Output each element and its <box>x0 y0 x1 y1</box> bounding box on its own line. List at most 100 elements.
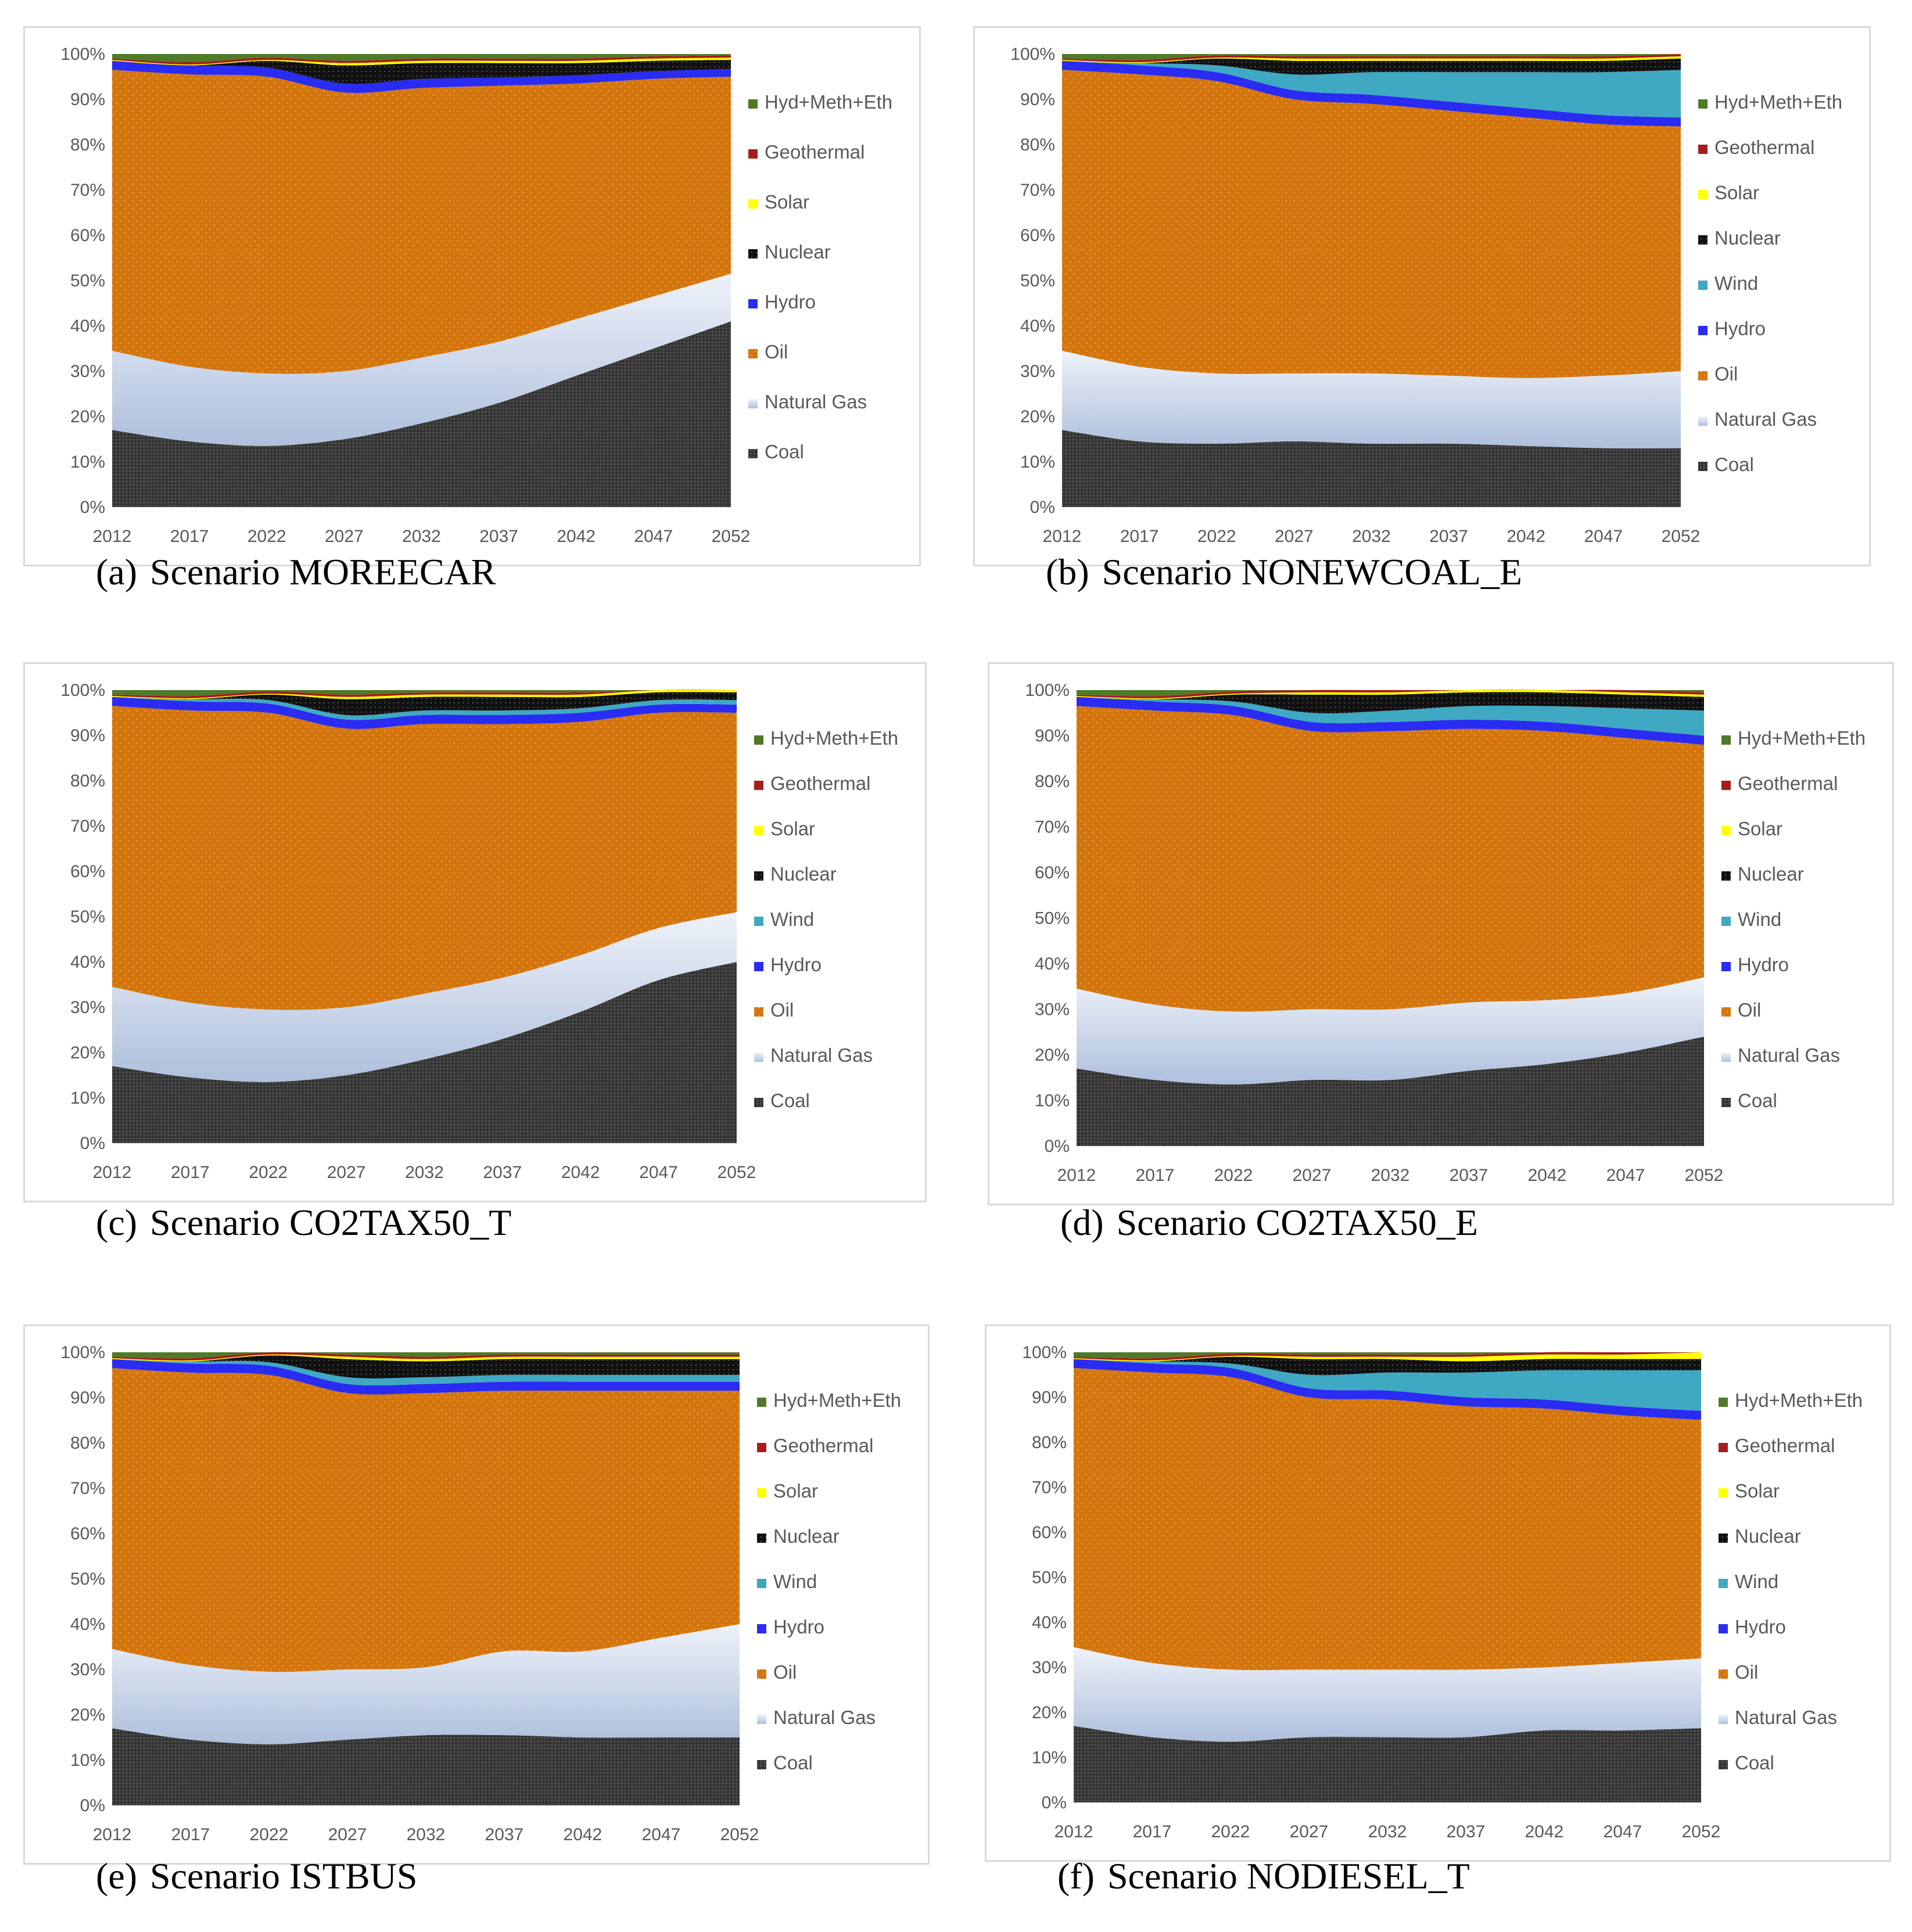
y-tick-label: 80% <box>70 1434 105 1453</box>
y-tick-label: 90% <box>1020 90 1055 109</box>
legend-label-wind: Wind <box>1714 272 1758 294</box>
area-hyd-meth-eth <box>1062 54 1681 60</box>
chart-frame: 0% 10% 20% 30% 40% 50% 60% 70% 80% 90% 100% 2012 201… <box>23 1324 930 1865</box>
y-tick-label: 60% <box>70 226 105 245</box>
x-tick-label: 2037 <box>479 527 518 546</box>
legend-label-geothermal: Geothermal <box>1738 773 1838 794</box>
legend-swatch-nuclear <box>1698 235 1707 245</box>
y-tick-label: 70% <box>70 181 105 200</box>
legend-label-natural-gas: Natural Gas <box>773 1707 876 1728</box>
legend-label-oil: Oil <box>1714 363 1738 385</box>
legend-label-geothermal: Geothermal <box>1735 1435 1835 1456</box>
area-coal <box>112 1728 740 1805</box>
x-tick-label: 2042 <box>557 527 596 546</box>
legend-label-nuclear: Nuclear <box>1714 227 1781 249</box>
area-wind <box>112 696 737 720</box>
area-hyd-meth-eth <box>112 54 731 63</box>
legend-swatch-solar <box>757 1488 766 1498</box>
y-tick-label: 40% <box>70 953 105 972</box>
legend-label-oil: Oil <box>1738 999 1761 1021</box>
x-tick-label: 2012 <box>93 1825 132 1844</box>
y-tick-label: 20% <box>1035 1046 1070 1065</box>
y-tick-label: 20% <box>70 1705 105 1725</box>
area-oil <box>1077 706 1704 1012</box>
x-tick-label: 2032 <box>402 527 441 546</box>
legend-label-nuclear: Nuclear <box>1735 1525 1801 1547</box>
y-tick-label: 70% <box>1020 181 1055 200</box>
x-tick-label: 2022 <box>1197 527 1236 546</box>
x-tick-label: 2032 <box>1371 1166 1410 1185</box>
x-tick-label: 2022 <box>1214 1166 1253 1185</box>
y-tick-label: 70% <box>1032 1478 1067 1498</box>
legend-swatch-hydro <box>754 962 763 971</box>
area-nuclear <box>112 692 737 716</box>
legend-swatch-wind <box>1719 1579 1728 1588</box>
area-coal <box>112 321 731 507</box>
legend-swatch-nuclear <box>748 249 758 258</box>
x-tick-label: 2027 <box>1275 527 1314 546</box>
x-tick-label: 2032 <box>405 1163 444 1182</box>
legend-label-wind: Wind <box>773 1571 817 1592</box>
x-tick-label: 2042 <box>564 1825 602 1844</box>
legend-label-nuclear: Nuclear <box>765 241 831 263</box>
x-tick-label: 2052 <box>1682 1822 1721 1841</box>
legend-label-natural-gas: Natural Gas <box>1714 408 1817 430</box>
y-tick-label: 20% <box>70 407 105 426</box>
y-tick-label: 40% <box>1035 954 1070 974</box>
legend-swatch-natural-gas <box>754 1053 763 1062</box>
legend-label-geothermal: Geothermal <box>765 141 864 163</box>
area-hydro <box>112 696 737 729</box>
y-tick-label: 50% <box>1035 909 1070 928</box>
area-hydro <box>1062 60 1681 127</box>
area-natural-gas <box>112 912 737 1082</box>
caption-text: Scenario CO2TAX50_E <box>1116 1202 1478 1243</box>
legend-swatch-hydro <box>1719 1624 1728 1633</box>
y-tick-label: 10% <box>70 453 105 472</box>
x-tick-label: 2022 <box>1211 1822 1250 1841</box>
area-oil <box>112 706 737 1010</box>
chart-frame: 0% 10% 20% 30% 40% 50% 60% 70% 80% 90% 100% 2012 201… <box>23 26 921 566</box>
x-tick-label: 2037 <box>1429 527 1468 546</box>
legend-label-oil: Oil <box>770 999 794 1021</box>
x-tick-label: 2047 <box>634 527 673 546</box>
legend-label-hyd-meth-eth: Hyd+Meth+Eth <box>1714 91 1842 113</box>
area-oil <box>112 1368 740 1672</box>
x-tick-label: 2032 <box>1352 527 1391 546</box>
y-tick-label: 100% <box>1025 681 1070 700</box>
x-tick-label: 2012 <box>93 527 132 546</box>
legend-label-natural-gas: Natural Gas <box>1738 1044 1840 1066</box>
legend-label-coal: Coal <box>1714 454 1754 475</box>
y-tick-label: 30% <box>70 998 105 1017</box>
legend-label-nuclear: Nuclear <box>770 863 837 885</box>
x-tick-label: 2042 <box>561 1163 600 1182</box>
x-tick-label: 2027 <box>328 1825 367 1844</box>
legend-swatch-nuclear <box>1721 871 1731 881</box>
y-tick-label: 0% <box>1045 1137 1070 1156</box>
area-nuclear <box>1062 58 1681 75</box>
legend-swatch-hydro <box>748 299 758 308</box>
legend-swatch-natural-gas <box>1719 1715 1728 1724</box>
x-tick-label: 2012 <box>1054 1822 1093 1841</box>
legend-label-coal: Coal <box>1735 1752 1774 1773</box>
legend-swatch-wind <box>1698 281 1707 290</box>
area-nuclear <box>1077 692 1704 714</box>
area-nuclear <box>112 1355 740 1378</box>
legend-swatch-wind <box>754 917 763 926</box>
caption-f: (f) Scenario NODIESEL_T <box>1057 1855 1470 1898</box>
legend-swatch-solar <box>1721 826 1731 835</box>
area-chart-d: 0% 10% 20% 30% 40% 50% 60% 70% 80% 90% 100% 2012 201… <box>1025 681 1866 1185</box>
y-tick-label: 40% <box>1032 1613 1067 1632</box>
legend-label-wind: Wind <box>1735 1571 1778 1592</box>
legend-label-oil: Oil <box>1735 1661 1758 1683</box>
area-wind <box>112 1359 740 1386</box>
x-tick-label: 2017 <box>1120 527 1159 546</box>
caption-b: (b) Scenario NONEWCOAL_E <box>1046 551 1522 594</box>
x-tick-label: 2017 <box>170 527 209 546</box>
y-tick-label: 30% <box>70 362 105 381</box>
legend-swatch-oil <box>748 349 758 358</box>
y-tick-label: 80% <box>70 771 105 791</box>
x-tick-label: 2022 <box>249 1163 288 1182</box>
area-solar <box>112 58 731 66</box>
area-geothermal <box>1077 690 1704 699</box>
y-tick-label: 0% <box>1042 1793 1067 1812</box>
